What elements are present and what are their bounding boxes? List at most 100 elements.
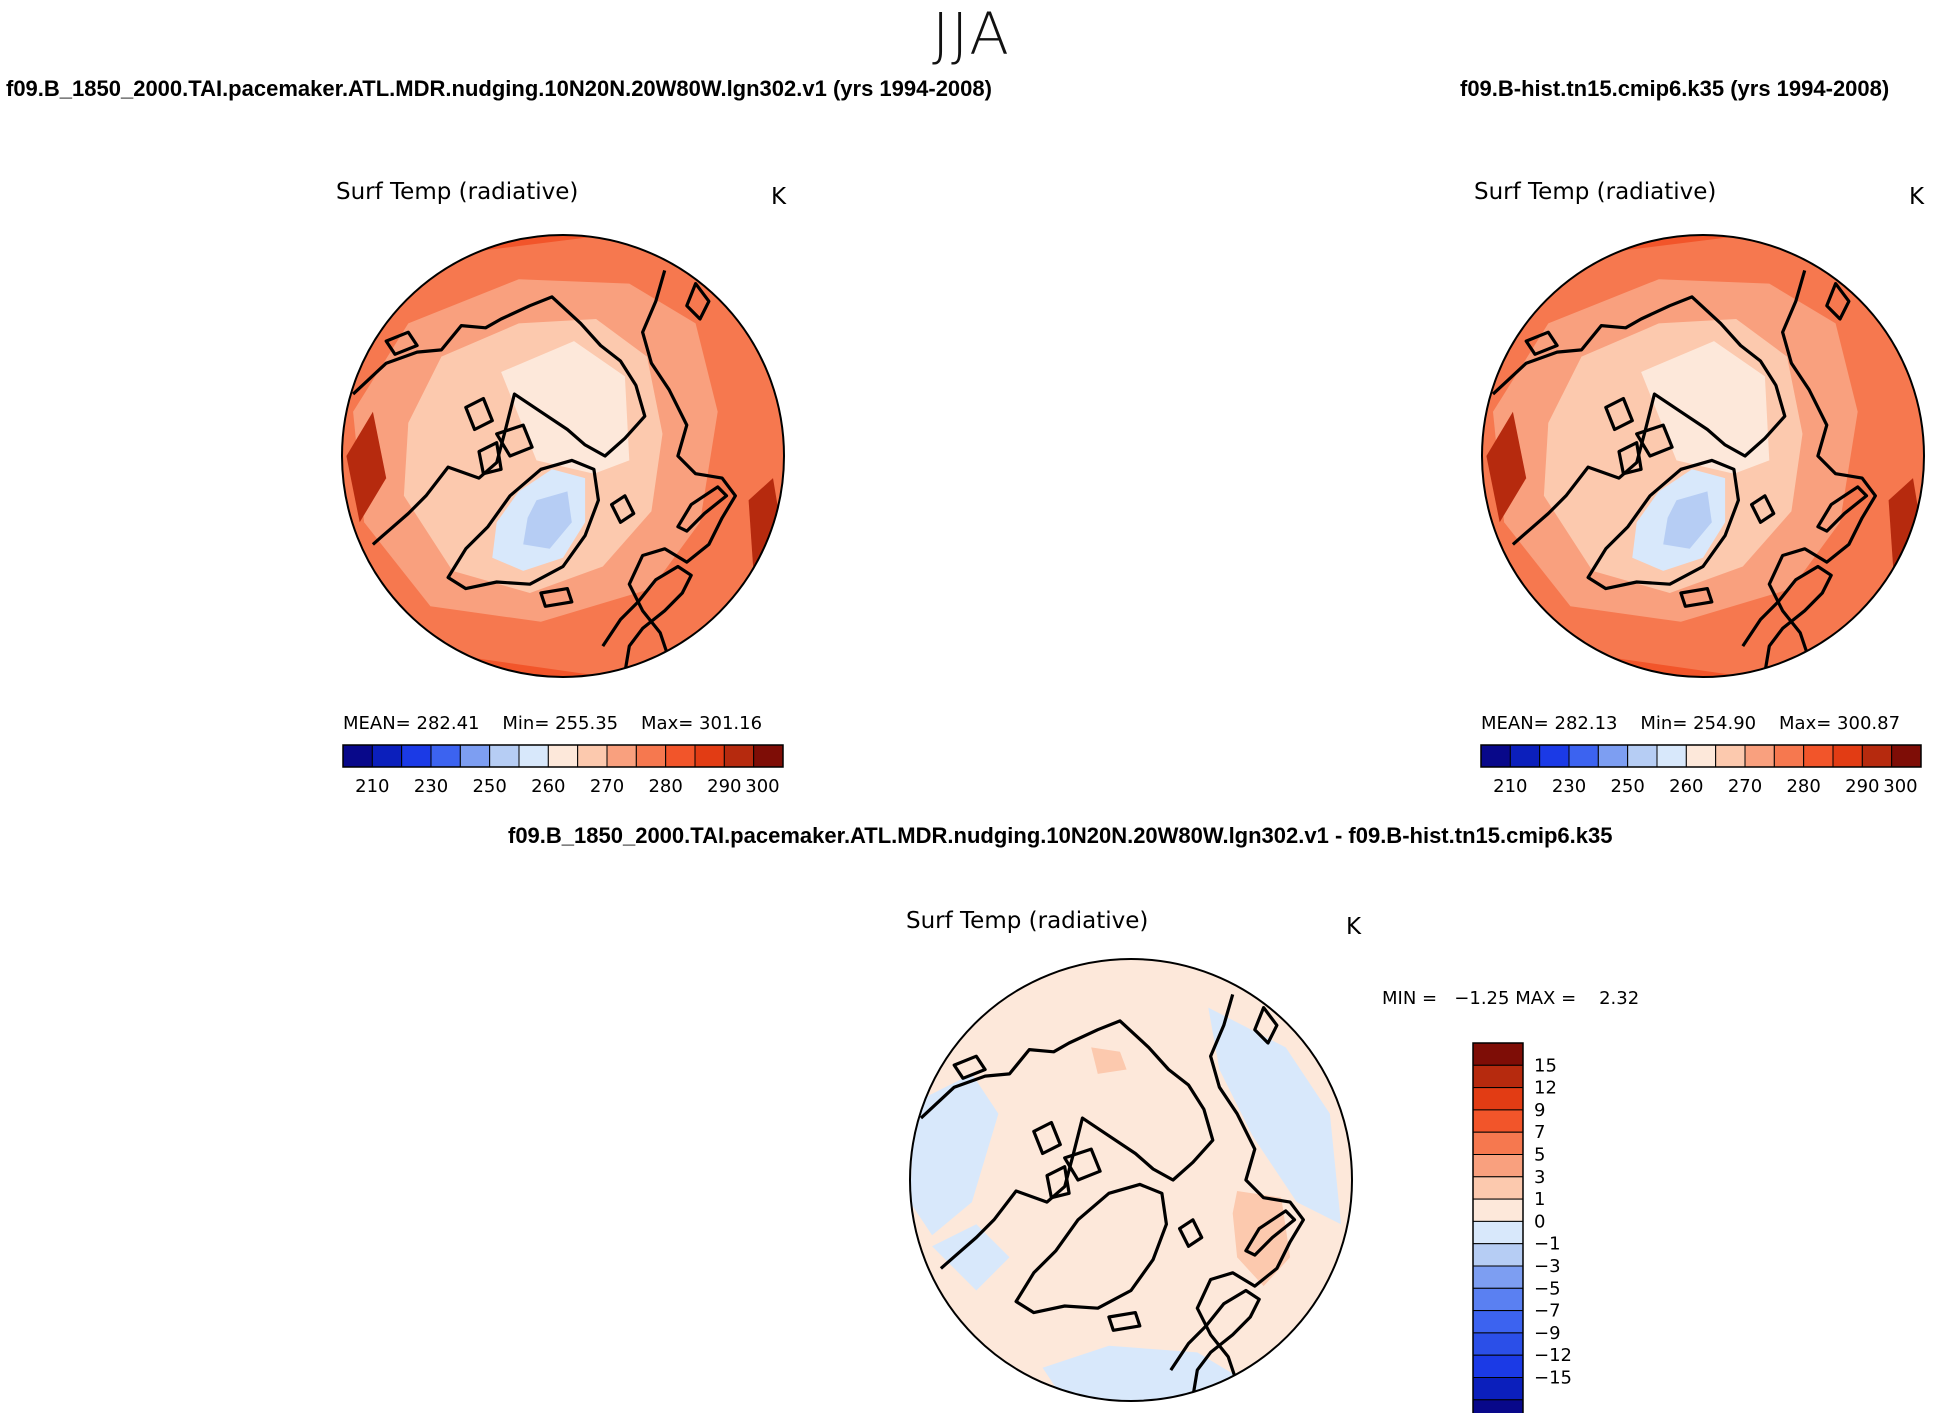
colorbar-swatch bbox=[1472, 1243, 1524, 1267]
diff-variable-title: Surf Temp (radiative) bbox=[906, 908, 1149, 934]
colorbar-swatch bbox=[1472, 1399, 1524, 1413]
colorbar-tick-label: −1 bbox=[1534, 1234, 1561, 1255]
mean-value: 282.13 bbox=[1554, 713, 1618, 734]
colorbar-swatch bbox=[1472, 1310, 1524, 1334]
coastline bbox=[1244, 1209, 1297, 1257]
colorbar-swatch bbox=[1472, 1131, 1524, 1155]
colorbar-tick-label: 3 bbox=[1534, 1167, 1545, 1188]
colorbar-swatch bbox=[1715, 744, 1746, 768]
coastline bbox=[477, 441, 503, 476]
max-value: 2.32 bbox=[1599, 988, 1640, 1009]
negative-anomaly-region bbox=[1042, 1345, 1242, 1401]
colorbar-swatch bbox=[1832, 744, 1863, 768]
positive-anomaly-region bbox=[1091, 1047, 1127, 1074]
max-value: 301.16 bbox=[699, 713, 763, 734]
colorbar-swatch bbox=[342, 744, 373, 768]
min-label: Min= bbox=[502, 713, 550, 734]
colorbar-tick-label: 0 bbox=[1534, 1211, 1545, 1232]
coastline bbox=[1767, 269, 1877, 660]
max-label: MAX = bbox=[1515, 988, 1577, 1009]
coastline bbox=[919, 1019, 1215, 1270]
colorbar-swatch bbox=[1539, 744, 1570, 768]
coastline bbox=[1524, 330, 1559, 356]
colorbar-swatch bbox=[665, 744, 696, 768]
coastline bbox=[1195, 993, 1305, 1384]
min-label: Min= bbox=[1640, 713, 1688, 734]
panel2-stats: MEAN= 282.13 Min= 254.90 Max= 300.87 bbox=[1481, 713, 1900, 734]
greenland-cold-core bbox=[1663, 491, 1712, 549]
colorbar-swatch bbox=[1472, 1176, 1524, 1200]
colorbar-tick-label: 5 bbox=[1534, 1145, 1545, 1166]
colorbar-swatch bbox=[1597, 744, 1629, 768]
coastline bbox=[1014, 1182, 1168, 1315]
difference-map-panel bbox=[909, 958, 1353, 1402]
colorbar-swatch bbox=[1568, 744, 1599, 768]
coastline bbox=[384, 330, 419, 356]
coastline bbox=[685, 282, 711, 321]
colorbar-swatch bbox=[547, 744, 579, 768]
colorbar-tick-label: 300 bbox=[745, 776, 779, 797]
coastline bbox=[1825, 282, 1851, 321]
colorbar-frame bbox=[1472, 1042, 1524, 1413]
coastline bbox=[1107, 1311, 1142, 1332]
colorbar-tick-label: 290 bbox=[1845, 776, 1879, 797]
colorbar-swatch bbox=[459, 744, 491, 768]
greenland-cold-core bbox=[523, 491, 572, 549]
colorbar-tick-label: −12 bbox=[1534, 1345, 1572, 1366]
diff-stats: MIN = −1.25 MAX = 2.32 bbox=[1382, 988, 1639, 1009]
coastline bbox=[352, 295, 647, 546]
panel1-variable-title: Surf Temp (radiative) bbox=[336, 179, 579, 205]
diff-units: K bbox=[1346, 914, 1362, 940]
colorbar-swatch bbox=[1656, 744, 1687, 768]
colorbar-swatch bbox=[606, 744, 637, 768]
colorbar-swatch bbox=[1472, 1265, 1524, 1289]
colorbar-tick-label: 210 bbox=[1493, 776, 1527, 797]
coastline bbox=[610, 494, 636, 524]
colorbar-tick-label: 7 bbox=[1534, 1122, 1545, 1143]
map-boundary bbox=[1481, 234, 1925, 678]
colorbar-swatch bbox=[1803, 744, 1834, 768]
panel2-case-title: f09.B-hist.tn15.cmip6.k35 (yrs 1994-2008… bbox=[1460, 76, 1890, 101]
polar-map-panel bbox=[1481, 234, 1925, 678]
colorbar-tick-label: 15 bbox=[1534, 1055, 1557, 1076]
coastline bbox=[1045, 1165, 1071, 1200]
colorbar-swatch bbox=[1472, 1354, 1524, 1378]
colorbar-swatch bbox=[401, 744, 432, 768]
horizontal-colorbar: 210 230 250 260 270 280 290 300 bbox=[1480, 744, 1922, 797]
coastline bbox=[1617, 441, 1643, 476]
colorbar-swatch bbox=[1861, 744, 1893, 768]
coastline bbox=[952, 1054, 987, 1080]
colorbar-tick-label: 1 bbox=[1534, 1189, 1545, 1210]
coastline bbox=[1604, 396, 1634, 432]
negative-anomaly-region bbox=[910, 1073, 999, 1236]
arctic-ocean-fill bbox=[501, 341, 630, 474]
coastline bbox=[539, 587, 574, 608]
colorbar-swatch bbox=[371, 744, 403, 768]
colorbar-tick-label: 250 bbox=[472, 776, 506, 797]
mean-label: MEAN= bbox=[1481, 713, 1549, 734]
colorbar-tick-label: 260 bbox=[1669, 776, 1703, 797]
mean-label: MEAN= bbox=[343, 713, 411, 734]
colorbar-swatch bbox=[1509, 744, 1541, 768]
colorbar-tick-label: 250 bbox=[1610, 776, 1644, 797]
panel1-case-title: f09.B_1850_2000.TAI.pacemaker.ATL.MDR.nu… bbox=[6, 76, 992, 101]
colorbar-swatch bbox=[518, 744, 549, 768]
colorbar-swatch bbox=[1472, 1154, 1524, 1178]
coastline bbox=[464, 396, 494, 432]
colorbar-swatch bbox=[489, 744, 520, 768]
coastline bbox=[495, 423, 534, 458]
horizontal-colorbar: 210 230 250 260 270 280 290 300 bbox=[342, 744, 784, 797]
colorbar-swatch bbox=[577, 744, 608, 768]
coastline bbox=[1635, 423, 1674, 458]
colorbar-swatch bbox=[1891, 744, 1922, 768]
colorbar-tick-label: 290 bbox=[707, 776, 741, 797]
colorbar-swatch bbox=[1472, 1109, 1524, 1133]
map-boundary bbox=[909, 958, 1353, 1402]
coastline bbox=[1586, 458, 1740, 591]
colorbar-tick-label: −3 bbox=[1534, 1256, 1561, 1277]
colorbar-tick-label: 270 bbox=[1728, 776, 1762, 797]
polar-map-panel bbox=[341, 234, 785, 678]
colorbar-swatch bbox=[1472, 1064, 1524, 1089]
colorbar-swatch bbox=[1472, 1198, 1524, 1222]
colorbar-swatch bbox=[1685, 744, 1717, 768]
